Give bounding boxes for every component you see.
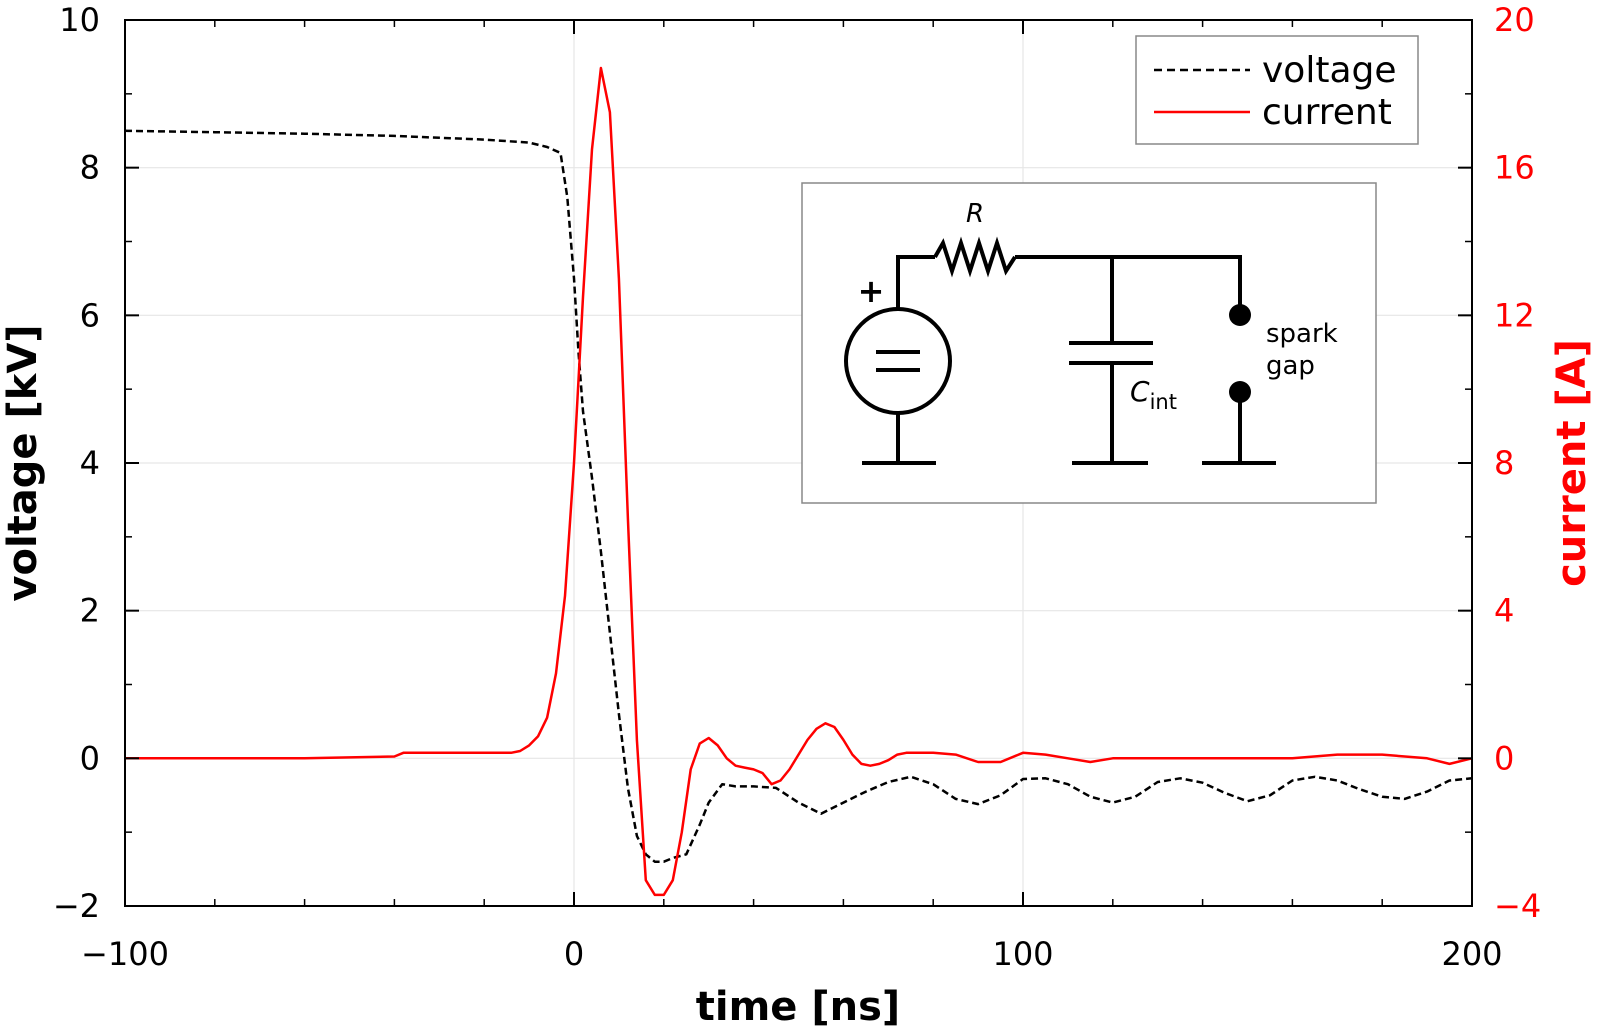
- x-axis-title: time [ns]: [696, 984, 900, 1026]
- x-tick-label: −100: [81, 935, 169, 973]
- y2-axis-title: current [A]: [1549, 339, 1595, 587]
- circuit-inset: + R Cint spark gap: [801, 182, 1377, 504]
- x-tick-label: 200: [1441, 935, 1502, 973]
- legend: voltage current: [1135, 35, 1419, 145]
- y-tick-label: 10: [59, 1, 100, 39]
- current-series-line: [125, 66, 1473, 897]
- circuit-wires: [844, 236, 1276, 465]
- plot-series: [124, 66, 1473, 897]
- top-rail-wire: [1015, 255, 1242, 315]
- y2-tick-label: 12: [1494, 296, 1535, 334]
- capacitor-label: Cint: [1130, 375, 1177, 414]
- y2-tick-label: 20: [1494, 1, 1535, 39]
- legend-current-label: current: [1262, 92, 1392, 133]
- legend-voltage-label: voltage: [1262, 50, 1397, 91]
- y-tick-label: 4: [80, 444, 100, 482]
- capacitor-letter: C: [1130, 375, 1150, 408]
- y2-tick-label: 8: [1494, 444, 1514, 482]
- spark-gap-label-line1: spark: [1266, 319, 1338, 349]
- y2-tick-label: 4: [1494, 592, 1514, 630]
- spark-gap-label-line2: gap: [1266, 351, 1315, 381]
- y-tick-label: 6: [80, 296, 100, 334]
- y-tick-label: 8: [80, 149, 100, 187]
- y2-tick-label: 16: [1494, 149, 1535, 187]
- y-tick-label: −2: [53, 887, 100, 925]
- axis-ticks: −100 0 100 200 −2 0 2 4 6 8 10 −4 0 4 8 12 16 20: [53, 1, 1541, 973]
- source-top-wire: [896, 255, 935, 309]
- x-tick-label: 0: [564, 935, 584, 973]
- y-axis-title: voltage [kV]: [0, 324, 46, 601]
- y2-tick-label: −4: [1494, 887, 1541, 925]
- x-tick-label: 100: [992, 935, 1053, 973]
- y2-tick-label: 0: [1494, 739, 1514, 777]
- y-tick-label: 0: [80, 739, 100, 777]
- legend-box: [1135, 35, 1419, 145]
- voltage-series-line: [124, 129, 1473, 863]
- spark-gap-electrode-top: [1229, 304, 1251, 326]
- resistor-symbol: [933, 236, 1017, 278]
- y-tick-label: 2: [80, 592, 100, 630]
- resistor-label: R: [966, 199, 984, 229]
- capacitor-subscript: int: [1150, 390, 1177, 414]
- spark-gap-electrode-bottom: [1229, 381, 1251, 403]
- plus-sign: +: [858, 272, 885, 310]
